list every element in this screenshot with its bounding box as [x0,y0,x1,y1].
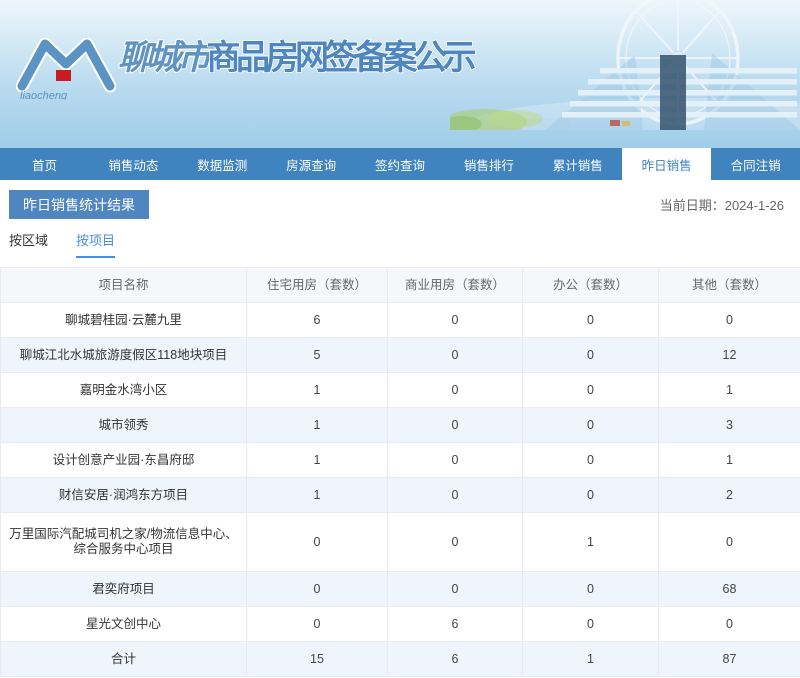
svg-text:liaocheng: liaocheng [20,90,68,100]
